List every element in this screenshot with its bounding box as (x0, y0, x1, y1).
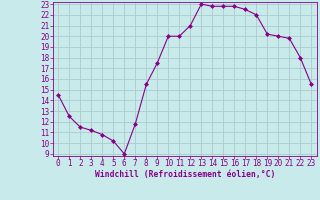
X-axis label: Windchill (Refroidissement éolien,°C): Windchill (Refroidissement éolien,°C) (95, 170, 275, 179)
